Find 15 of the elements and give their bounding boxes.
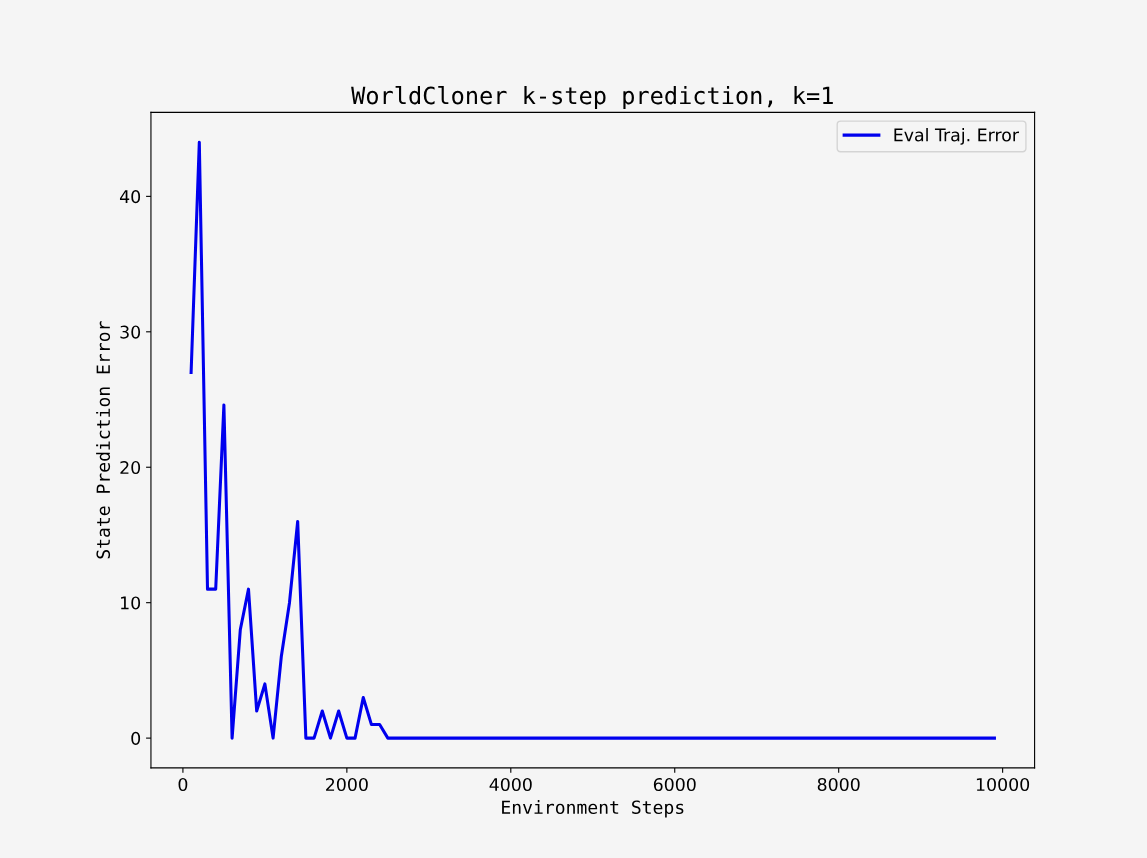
x-tick-label: 2000 bbox=[326, 777, 368, 792]
x-tick-label: 6000 bbox=[653, 777, 696, 792]
x-tick-label: 10000 bbox=[976, 777, 1030, 792]
y-tick-label: 30 bbox=[120, 325, 141, 339]
y-tick-label: 40 bbox=[119, 190, 141, 204]
y-tick-label: 10 bbox=[121, 596, 141, 610]
legend-label: Eval Traj. Error bbox=[894, 128, 1019, 145]
x-tick-label: 0 bbox=[178, 777, 188, 792]
chart-title: WorldCloner k-step prediction, k=1 bbox=[351, 86, 833, 109]
y-tick-label: 0 bbox=[131, 731, 141, 745]
x-axis-title: Environment Steps bbox=[502, 800, 684, 818]
y-axis-title: State Prediction Error bbox=[96, 321, 111, 559]
x-tick-label: 8000 bbox=[817, 777, 860, 792]
y-tick-label: 20 bbox=[120, 460, 141, 475]
x-tick-label: 4000 bbox=[489, 777, 532, 792]
